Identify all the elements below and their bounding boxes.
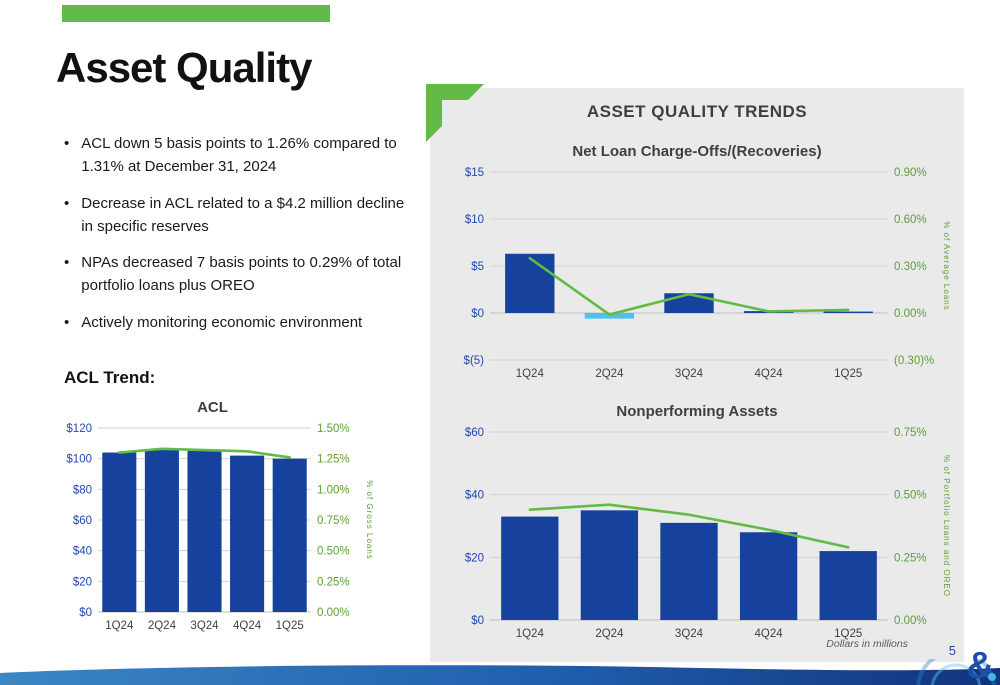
bullet-text: ACL down 5 basis points to 1.26% compare… [81, 135, 397, 176]
left-axis-tick: $120 [66, 423, 92, 435]
bar-2Q24 [580, 510, 639, 620]
right-axis-tick: 1.25% [317, 454, 350, 466]
bullet-item: NPAs decreased 7 basis points to 0.29% o… [64, 251, 416, 298]
category-label: 2Q24 [595, 628, 624, 640]
right-axis-title: % of Portfolio Loans and OREO [942, 455, 951, 597]
left-axis-tick: $60 [73, 515, 92, 527]
left-axis-tick: $(5) [464, 355, 485, 367]
bar-3Q24 [660, 522, 718, 620]
left-axis-tick: $40 [465, 490, 484, 502]
nonperforming-assets-chart: Nonperforming Assets $0 $20 $40 $60 0.00% 0.25… [465, 403, 951, 640]
footer-wave-shape [0, 665, 1000, 685]
trends-panel: ASSET QUALITY TRENDS Net Loan Charge-Off… [426, 84, 964, 662]
left-axis-tick: $0 [79, 607, 92, 619]
left-axis-tick: $20 [465, 552, 484, 564]
panel-title: ASSET QUALITY TRENDS [586, 102, 808, 121]
category-label: 2Q24 [148, 620, 177, 632]
bar-1Q24 [501, 516, 559, 620]
category-label: 3Q24 [190, 620, 219, 632]
bullet-text: Decrease in ACL related to a $4.2 millio… [81, 194, 405, 235]
category-label: 1Q24 [105, 620, 134, 632]
acl-chart: ACL $0 $20 $40 $60 $80 $100 $120 0.00% 0.25% 0.50%… [66, 399, 374, 632]
bar-3Q24 [187, 451, 222, 612]
category-label: 2Q24 [595, 368, 624, 380]
category-label: 1Q24 [516, 368, 545, 380]
right-axis-tick: 0.75% [894, 427, 927, 439]
acl-chart-title: ACL [197, 399, 228, 416]
page-number: 5 [948, 643, 956, 658]
bar-4Q24 [739, 532, 798, 620]
nco-chart-title: Net Loan Charge-Offs/(Recoveries) [572, 143, 821, 160]
footer-swirl-icon [930, 663, 982, 685]
npa-chart-title: Nonperforming Assets [616, 403, 777, 420]
left-axis-tick: $20 [73, 576, 92, 588]
bullet-list: ACL down 5 basis points to 1.26% compare… [64, 132, 416, 347]
category-label: 4Q24 [233, 620, 262, 632]
left-axis-tick: $10 [465, 214, 484, 226]
right-axis-tick: 0.75% [317, 515, 350, 527]
right-axis-tick: 0.60% [894, 214, 927, 226]
left-axis-tick: $5 [471, 261, 484, 273]
left-axis-tick: $60 [465, 427, 484, 439]
right-axis-title: % of Gross Loans [365, 480, 374, 560]
right-axis-tick: 1.00% [317, 484, 350, 496]
bar-4Q24 [230, 455, 265, 612]
net-charge-offs-chart: Net Loan Charge-Offs/(Recoveries) $(5) $0 $… [464, 143, 951, 380]
category-label: 1Q25 [834, 628, 862, 640]
bar-1Q25 [823, 311, 873, 313]
right-axis-tick: 0.00% [894, 615, 927, 627]
left-axis-tick: $100 [66, 454, 92, 466]
right-axis-tick: 0.50% [317, 546, 350, 558]
category-label: 1Q25 [834, 368, 862, 380]
left-axis-tick: $0 [471, 615, 484, 627]
acl-trend-label: ACL Trend: [64, 368, 156, 387]
trend-line [528, 503, 850, 549]
right-axis-tick: 0.90% [894, 167, 927, 179]
page-title: Asset Quality [56, 44, 312, 91]
footnote: Dollars in millions [826, 638, 908, 650]
right-axis-tick: 1.50% [317, 423, 350, 435]
category-label: 3Q24 [675, 628, 704, 640]
category-label: 1Q25 [276, 620, 304, 632]
bar-1Q25 [819, 551, 877, 620]
left-axis-tick: $40 [73, 546, 92, 558]
footer-wave [0, 659, 1000, 685]
bullet-text: NPAs decreased 7 basis points to 0.29% o… [81, 254, 402, 295]
left-axis-tick: $80 [73, 484, 92, 496]
right-axis-tick: 0.25% [894, 552, 927, 564]
corner-accent-shape [426, 84, 484, 142]
category-label: 1Q24 [516, 628, 545, 640]
category-label: 3Q24 [675, 368, 704, 380]
bar-2Q24 [144, 449, 179, 612]
bar-1Q24 [102, 452, 137, 612]
right-axis-tick: 0.30% [894, 261, 927, 273]
bullet-item: Decrease in ACL related to a $4.2 millio… [64, 192, 416, 239]
bar-1Q24 [505, 253, 555, 313]
trend-line [528, 256, 850, 316]
left-axis-tick: $15 [465, 167, 484, 179]
logo-dot-icon [988, 673, 996, 681]
left-axis-tick: $0 [471, 308, 484, 320]
bullet-item: ACL down 5 basis points to 1.26% compare… [64, 132, 416, 179]
bar-1Q25 [272, 458, 307, 612]
right-axis-tick: 0.00% [894, 308, 927, 320]
right-axis-tick: (0.30)% [894, 355, 934, 367]
category-label: 4Q24 [755, 368, 784, 380]
corner-accent-icon [426, 84, 484, 142]
bullet-text: Actively monitoring economic environment [81, 313, 363, 331]
bullet-item: Actively monitoring economic environment [64, 311, 416, 334]
right-axis-tick: 0.50% [894, 490, 927, 502]
category-label: 4Q24 [755, 628, 784, 640]
bar-3Q24 [664, 293, 714, 313]
company-logo: & [967, 647, 996, 685]
accent-bar [62, 5, 330, 22]
right-axis-tick: 0.25% [317, 576, 350, 588]
right-axis-tick: 0.00% [317, 607, 350, 619]
trend-line [118, 447, 291, 459]
right-axis-title: % of Average Loans [942, 221, 951, 310]
